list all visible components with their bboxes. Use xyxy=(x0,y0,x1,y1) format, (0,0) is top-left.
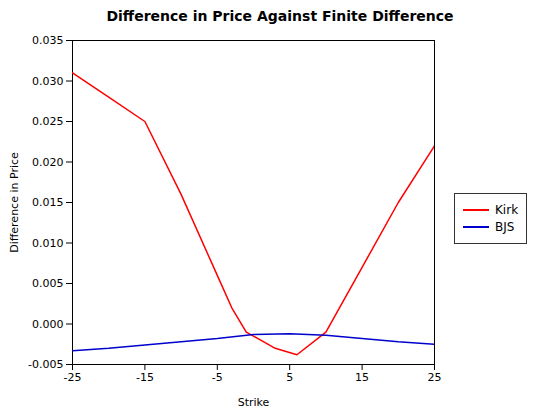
svg-text:0.015: 0.015 xyxy=(32,196,64,209)
svg-text:0.000: 0.000 xyxy=(32,318,64,331)
svg-text:0.010: 0.010 xyxy=(32,237,64,250)
svg-text:15: 15 xyxy=(355,371,369,384)
svg-text:0.020: 0.020 xyxy=(32,156,64,169)
svg-text:-5: -5 xyxy=(212,371,223,384)
svg-text:-25: -25 xyxy=(64,371,82,384)
svg-text:Difference in Price: Difference in Price xyxy=(8,152,21,253)
svg-text:0.035: 0.035 xyxy=(32,34,64,47)
svg-text:0.005: 0.005 xyxy=(32,277,64,290)
svg-text:0.030: 0.030 xyxy=(32,75,64,88)
svg-text:5: 5 xyxy=(286,371,293,384)
svg-text:25: 25 xyxy=(428,371,442,384)
svg-text:-0.005: -0.005 xyxy=(28,358,63,371)
html-text:Difference in Price Against Fi: Difference in Price Against Finite Diffe… xyxy=(106,8,454,24)
html-text:BJS: BJS xyxy=(495,219,515,234)
svg-text:Strike: Strike xyxy=(238,396,270,409)
html-text:Kirk: Kirk xyxy=(495,202,519,217)
svg-text:-15: -15 xyxy=(136,371,154,384)
svg-text:0.025: 0.025 xyxy=(32,115,64,128)
